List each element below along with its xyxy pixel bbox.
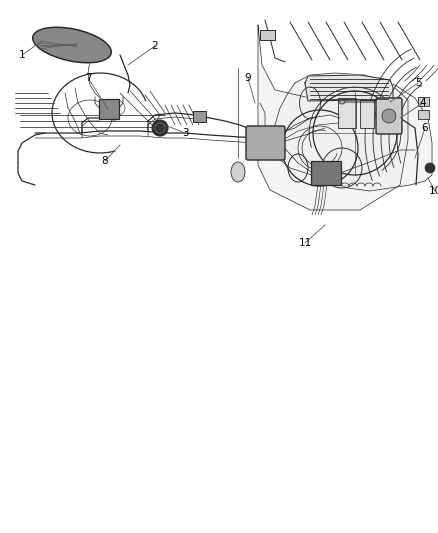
Text: 6: 6 bbox=[422, 123, 428, 133]
Text: 10: 10 bbox=[428, 186, 438, 196]
FancyBboxPatch shape bbox=[376, 98, 402, 134]
Circle shape bbox=[425, 163, 435, 173]
Ellipse shape bbox=[33, 27, 111, 63]
Text: 4: 4 bbox=[420, 98, 426, 108]
Text: 9: 9 bbox=[245, 73, 251, 83]
Text: 11: 11 bbox=[298, 238, 311, 248]
Text: 5: 5 bbox=[415, 78, 421, 88]
Polygon shape bbox=[305, 75, 393, 101]
FancyBboxPatch shape bbox=[99, 99, 119, 119]
FancyBboxPatch shape bbox=[338, 98, 356, 128]
Polygon shape bbox=[258, 25, 408, 210]
Polygon shape bbox=[275, 73, 432, 191]
FancyBboxPatch shape bbox=[417, 109, 428, 118]
FancyBboxPatch shape bbox=[360, 100, 374, 128]
Text: 2: 2 bbox=[152, 41, 158, 51]
FancyBboxPatch shape bbox=[246, 126, 285, 160]
FancyBboxPatch shape bbox=[311, 161, 341, 185]
Text: 3: 3 bbox=[182, 128, 188, 138]
FancyBboxPatch shape bbox=[417, 96, 428, 106]
Text: 7: 7 bbox=[85, 73, 91, 83]
Text: 8: 8 bbox=[102, 156, 108, 166]
FancyBboxPatch shape bbox=[260, 30, 275, 40]
Text: 1: 1 bbox=[19, 50, 25, 60]
FancyBboxPatch shape bbox=[192, 110, 205, 122]
Circle shape bbox=[382, 109, 396, 123]
Ellipse shape bbox=[231, 162, 245, 182]
Circle shape bbox=[152, 120, 168, 136]
Ellipse shape bbox=[339, 100, 345, 104]
